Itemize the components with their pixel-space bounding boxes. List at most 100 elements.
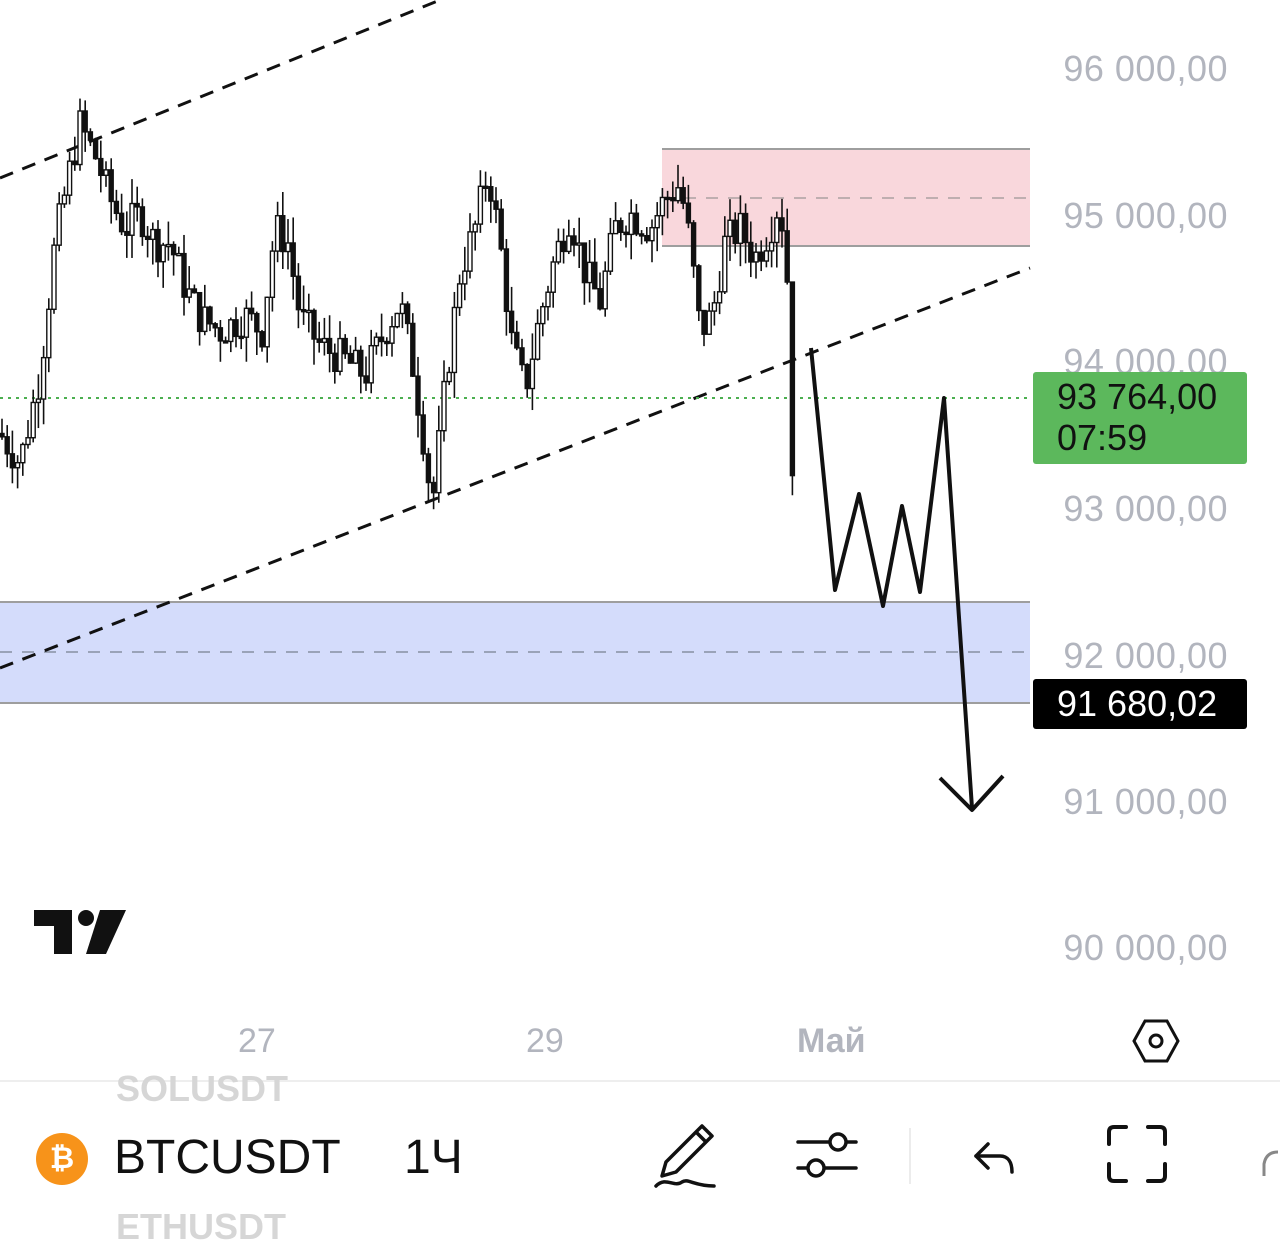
- candle-body: [264, 296, 270, 348]
- candle-body: [181, 252, 187, 298]
- channel-upper-line[interactable]: [0, 0, 441, 180]
- sliders-icon[interactable]: [796, 1122, 858, 1188]
- next-symbol[interactable]: ETHUSDT: [116, 1206, 286, 1247]
- candle-body: [670, 197, 676, 202]
- candle-body: [451, 306, 458, 374]
- candle-body: [441, 380, 447, 432]
- candle-body: [196, 291, 203, 333]
- candle-body: [592, 261, 598, 290]
- candle-body: [347, 352, 354, 364]
- candle-body: [690, 222, 697, 267]
- candle-body: [623, 231, 629, 236]
- candle-body: [545, 291, 551, 308]
- candle-body: [321, 337, 328, 343]
- candle-body: [150, 228, 156, 241]
- candle-body: [462, 270, 468, 285]
- candle-body: [368, 344, 374, 384]
- candle-body: [134, 202, 140, 208]
- candle-body: [233, 319, 239, 338]
- candle-body: [659, 196, 666, 217]
- candle-body: [779, 217, 785, 232]
- candle-body: [103, 169, 109, 177]
- candle-body: [514, 331, 520, 349]
- candle-body: [597, 288, 603, 310]
- candle-body: [118, 212, 125, 233]
- candle-body: [410, 322, 416, 377]
- candle-body: [753, 251, 759, 263]
- candle-body: [259, 331, 265, 348]
- candle-body: [737, 212, 744, 244]
- candle-body: [498, 208, 504, 250]
- candle-body: [529, 358, 536, 390]
- fullscreen-icon[interactable]: [1106, 1122, 1168, 1188]
- candle-body: [238, 335, 244, 340]
- candle-body: [20, 443, 26, 464]
- undo-icon[interactable]: [970, 1122, 1016, 1188]
- candle-body: [25, 437, 31, 446]
- candle-body: [519, 347, 525, 366]
- candle-body: [560, 240, 567, 253]
- candle-body: [290, 242, 296, 277]
- candle-body: [92, 139, 99, 160]
- candle-body: [784, 230, 790, 283]
- candle-body: [363, 375, 369, 384]
- candle-body: [124, 230, 130, 236]
- candle-body: [129, 202, 135, 236]
- candle-body: [758, 251, 764, 262]
- prev-symbol[interactable]: SOLUSDT: [116, 1068, 289, 1109]
- candle-body: [51, 244, 57, 311]
- channel-lower-line[interactable]: [0, 266, 1031, 670]
- candle-body: [472, 223, 478, 233]
- candle-body: [493, 200, 499, 210]
- candle-body: [602, 270, 608, 310]
- candle-body: [61, 194, 68, 205]
- candle-body: [612, 220, 619, 235]
- last-price-value: 93 764,00: [1057, 376, 1218, 417]
- time-tick: 27: [238, 1022, 276, 1060]
- candle-body: [228, 319, 234, 343]
- candle-body: [571, 235, 577, 246]
- candle-body: [550, 261, 556, 293]
- interval-selector[interactable]: 1Ч: [404, 1131, 463, 1184]
- candle-body: [581, 242, 588, 284]
- candle-body: [274, 215, 281, 252]
- candle-body: [139, 206, 146, 238]
- price-chart[interactable]: [0, 0, 1280, 1080]
- candle-body: [378, 336, 385, 343]
- candle-body: [243, 307, 250, 338]
- candle-body: [217, 327, 224, 342]
- chart-settings-icon[interactable]: [1132, 1018, 1180, 1064]
- time-tick: 29: [526, 1022, 564, 1060]
- candle-body: [680, 187, 686, 204]
- candle-body: [306, 309, 312, 314]
- candle-body: [664, 196, 671, 201]
- price-tick: 96 000,00: [1063, 48, 1228, 89]
- pencil-icon[interactable]: [652, 1122, 718, 1192]
- candle-body: [508, 310, 515, 334]
- candle-body: [352, 349, 359, 364]
- candle-body: [0, 432, 5, 438]
- bitcoin-icon: ₿: [36, 1133, 88, 1185]
- candle-body: [576, 242, 582, 246]
- last-price-badge: 93 764,00 07:59: [1033, 372, 1247, 464]
- more-icon[interactable]: [1260, 1148, 1280, 1178]
- candle-body: [207, 306, 213, 325]
- candle-body: [456, 283, 463, 309]
- candle-body: [540, 305, 546, 325]
- candle-body: [56, 203, 62, 246]
- bottom-toolbar: [0, 1080, 1280, 1237]
- candle-body: [415, 375, 421, 416]
- candle-body: [222, 340, 229, 344]
- candle-body: [300, 308, 307, 313]
- candle-body: [503, 248, 510, 313]
- candle-body: [389, 326, 395, 344]
- projection-path[interactable]: [809, 347, 974, 809]
- price-tick: 92 000,00: [1063, 635, 1228, 676]
- candle-body: [727, 219, 733, 238]
- candle-body: [420, 414, 426, 455]
- candlesticks: [0, 98, 796, 510]
- symbol-selector[interactable]: BTCUSDT: [114, 1131, 341, 1184]
- candle-body: [384, 340, 390, 345]
- candle-body: [280, 215, 286, 253]
- candle-body: [654, 215, 660, 229]
